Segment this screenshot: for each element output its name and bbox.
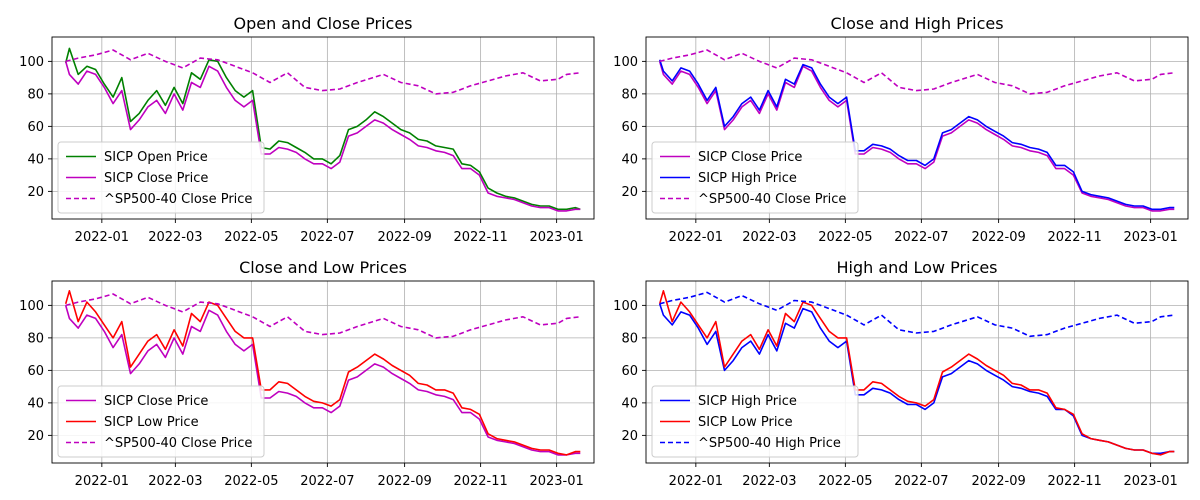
- subplot-2: 2022-01 2022-03 2022-05 2022-07 2022-09 2022-…: [613, 14, 1189, 245]
- y-tick-label: 100: [613, 299, 638, 314]
- legend-label: SICP Low Price: [698, 415, 793, 430]
- series-line-1: [64, 47, 581, 211]
- x-tick-label: 2022-07: [894, 230, 948, 245]
- x-tick-label: 2022-01: [669, 474, 723, 489]
- y-tick-label: 20: [27, 185, 44, 200]
- y-tick-label: 40: [621, 152, 638, 167]
- chart-title: Close and High Prices: [830, 14, 1003, 33]
- x-tick-label: 2022-05: [818, 230, 872, 245]
- series-line-2: [64, 61, 581, 212]
- x-tick-label: 2022-01: [669, 230, 723, 245]
- legend-label: SICP Open Price: [104, 150, 208, 165]
- legend-label: SICP Close Price: [104, 171, 208, 186]
- legend-label: SICP High Price: [698, 171, 797, 186]
- series-line-3: [65, 49, 581, 95]
- x-tick-label: 2022-03: [148, 474, 202, 489]
- series-line-2: [658, 59, 1175, 211]
- y-tick-label: 20: [621, 429, 638, 444]
- legend-box: [57, 141, 265, 214]
- subplot-3: 2022-01 2022-03 2022-05 2022-07 2022-09 2022-…: [19, 258, 595, 489]
- legend-label: SICP Low Price: [104, 415, 199, 430]
- x-tick-label: 2022-07: [894, 474, 948, 489]
- chart-title: Open and Close Prices: [233, 14, 412, 33]
- x-tick-label: 2022-09: [377, 230, 431, 245]
- series-line-1: [64, 305, 581, 456]
- subplot-1: 2022-01 2022-03 2022-05 2022-07 2022-09 2022-…: [19, 14, 595, 245]
- legend-box: [651, 385, 859, 458]
- legend-label: ^SP500-40 High Price: [698, 436, 841, 451]
- chart-title: Close and Low Prices: [239, 258, 407, 277]
- y-tick-label: 40: [27, 396, 44, 411]
- y-tick-label: 80: [621, 331, 638, 346]
- series-line-2: [658, 289, 1175, 456]
- x-tick-label: 2022-05: [224, 474, 278, 489]
- y-tick-label: 60: [27, 120, 44, 135]
- legend-box: [651, 141, 859, 214]
- y-tick-label: 80: [27, 87, 44, 102]
- x-tick-label: 2022-11: [453, 230, 507, 245]
- x-tick-label: 2023-01: [1123, 474, 1177, 489]
- y-tick-label: 100: [19, 299, 44, 314]
- x-tick-label: 2022-01: [75, 230, 129, 245]
- series-line-3: [65, 293, 581, 339]
- series-line-1: [658, 61, 1175, 212]
- series-line-3: [659, 49, 1175, 95]
- x-tick-label: 2022-03: [148, 230, 202, 245]
- plot-frame: [645, 280, 1189, 464]
- x-tick-label: 2022-09: [377, 474, 431, 489]
- x-tick-label: 2023-01: [529, 474, 583, 489]
- x-tick-label: 2022-07: [300, 230, 354, 245]
- plot-frame: [51, 280, 595, 464]
- x-tick-label: 2023-01: [529, 230, 583, 245]
- y-tick-label: 60: [621, 120, 638, 135]
- x-tick-label: 2022-11: [1047, 230, 1101, 245]
- legend-label: ^SP500-40 Close Price: [698, 192, 846, 207]
- x-tick-label: 2022-11: [453, 474, 507, 489]
- y-tick-label: 20: [621, 185, 638, 200]
- legend-label: SICP High Price: [698, 394, 797, 409]
- x-tick-label: 2022-05: [224, 230, 278, 245]
- x-tick-label: 2022-01: [75, 474, 129, 489]
- y-tick-label: 100: [613, 55, 638, 70]
- x-tick-label: 2022-07: [300, 474, 354, 489]
- series-line-3: [659, 291, 1175, 338]
- y-tick-label: 40: [27, 152, 44, 167]
- y-tick-label: 40: [621, 396, 638, 411]
- y-tick-label: 80: [27, 331, 44, 346]
- x-tick-label: 2022-09: [971, 474, 1025, 489]
- legend-label: ^SP500-40 Close Price: [104, 436, 252, 451]
- y-tick-label: 60: [621, 364, 638, 379]
- y-tick-label: 100: [19, 55, 44, 70]
- plot-frame: [645, 36, 1189, 220]
- legend-label: ^SP500-40 Close Price: [104, 192, 252, 207]
- x-tick-label: 2022-03: [742, 230, 796, 245]
- legend-label: SICP Close Price: [698, 150, 802, 165]
- x-tick-label: 2022-11: [1047, 474, 1101, 489]
- legend-box: [57, 385, 265, 458]
- x-tick-label: 2022-05: [818, 474, 872, 489]
- legend-label: SICP Close Price: [104, 394, 208, 409]
- plot-frame: [51, 36, 595, 220]
- x-tick-label: 2022-03: [742, 474, 796, 489]
- x-tick-label: 2022-09: [971, 230, 1025, 245]
- y-tick-label: 20: [27, 429, 44, 444]
- chart-title: High and Low Prices: [836, 258, 997, 277]
- y-tick-label: 60: [27, 364, 44, 379]
- x-tick-label: 2023-01: [1123, 230, 1177, 245]
- y-tick-label: 80: [621, 87, 638, 102]
- subplot-4: 2022-01 2022-03 2022-05 2022-07 2022-09 2022-…: [613, 258, 1189, 489]
- series-line-2: [64, 289, 581, 456]
